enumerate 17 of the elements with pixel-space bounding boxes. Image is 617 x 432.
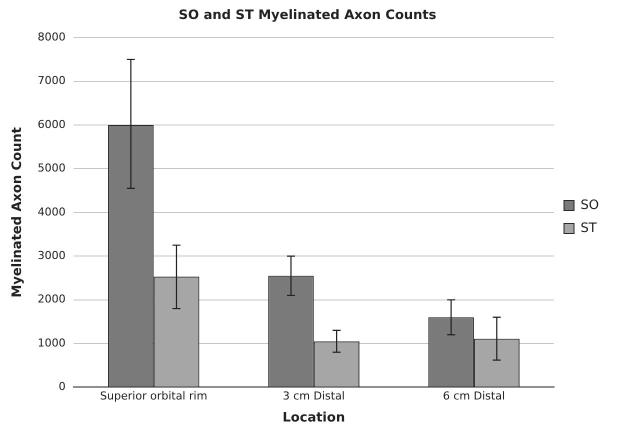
y-tick-label: 1000 (38, 336, 66, 350)
y-tick-label: 4000 (38, 205, 66, 218)
chart-title: SO and ST Myelinated Axon Counts (178, 8, 437, 24)
x-tick-label: 6 cm Distal (442, 390, 506, 403)
y-axis-title: Myelinated Axon Count (10, 127, 26, 298)
x-tick-label: Superior orbital rim (100, 390, 208, 403)
y-tick-label: 7000 (38, 74, 66, 88)
legend-label: SO (580, 198, 599, 213)
y-tick-label: 6000 (38, 118, 66, 131)
y-tick-label: 8000 (38, 30, 66, 44)
y-tick-label: 2000 (38, 292, 66, 306)
x-tick-label: 3 cm Distal (282, 390, 345, 403)
x-axis-title: Location (282, 410, 346, 426)
y-tick-label: 0 (58, 380, 66, 394)
y-tick-label: 3000 (38, 248, 66, 262)
legend-label: ST (580, 220, 597, 236)
y-tick-label: 5000 (38, 162, 66, 175)
